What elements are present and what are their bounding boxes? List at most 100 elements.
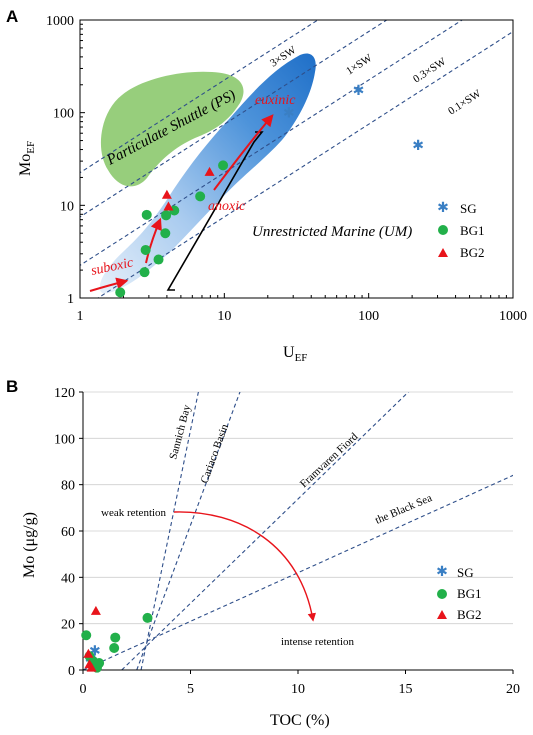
panel-b-x-tick-label: 0 [80, 682, 87, 697]
panel-a-y-tick-label: 100 [53, 107, 74, 122]
panel-b-point-bg1 [81, 630, 92, 641]
panel-b-point-bg2 [83, 648, 94, 658]
panel-a-letter: A [6, 7, 18, 26]
panel-a-x-tick-label: 10 [217, 309, 231, 324]
panel-a-point-bg1 [218, 160, 229, 171]
euxinic-arrow [213, 114, 274, 191]
legend-sg-marker: ✱ [437, 199, 449, 215]
ref-label-1sw: 1×SW [344, 52, 375, 78]
panel-a-x-tick-label: 100 [358, 309, 379, 324]
panel-a-point-bg2 [204, 166, 215, 176]
panel-a-point-bg1 [140, 244, 151, 255]
panel-b-y-tick-label: 40 [61, 571, 75, 586]
panel-b-point-bg1 [109, 642, 120, 653]
panel-b-y-tick-label: 100 [54, 432, 75, 447]
ref-label-01sw: 0.1×SW [446, 87, 484, 117]
legend-bg1-marker [438, 225, 448, 235]
ref-label-cariaco-basin: Cariaco Basin [199, 422, 232, 485]
legend-b-sg-marker: ✱ [436, 563, 448, 579]
legend-sg-label: SG [460, 201, 477, 216]
anoxic-arrow [145, 217, 162, 264]
particulate-shuttle-field [100, 71, 244, 187]
retention-arrow [173, 511, 316, 622]
panel-b-point-bg1 [94, 658, 105, 669]
legend-b-bg1-label: BG1 [457, 586, 482, 601]
panel-b-point-bg1 [110, 632, 121, 643]
legend-b-bg2-marker [437, 610, 447, 619]
panel-a-point-bg1 [153, 254, 164, 265]
panel-b-point-sg: ✱ [89, 642, 101, 658]
panel-b-y-tick-label: 0 [68, 664, 75, 679]
panel-a-reference-line [80, 20, 464, 267]
panel-b-gridlines [83, 391, 513, 625]
panel-b-y-tick-label: 120 [54, 386, 75, 401]
panel-a-point-bg1 [115, 287, 126, 298]
panel-a-reference-lines [80, 20, 513, 298]
panel-a-point-bg1 [139, 267, 150, 278]
panel-a-reference-line [80, 20, 319, 174]
panel-a-x-tick-label: 1 [77, 309, 84, 324]
panel-b-point-bg2 [86, 662, 97, 672]
panel-a-point-bg2 [161, 189, 172, 199]
legend-bg1-label: BG1 [460, 223, 485, 238]
ref-label-black-sea: the Black Sea [373, 492, 433, 527]
panel-b-reference-line [136, 392, 241, 670]
panel-b-x-tick-label: 20 [506, 682, 520, 697]
panel-a-point-bg1 [141, 209, 152, 220]
panel-b-legend: ✱ SG BG1 BG2 [436, 563, 481, 622]
panel-a-point-sg: ✱ [283, 105, 295, 121]
panel-a-legend: ✱ SG BG1 BG2 [437, 199, 484, 260]
panel-b-x-tick-label: 10 [291, 682, 305, 697]
panel-b-letter: B [6, 377, 18, 396]
panel-b-point-bg2 [90, 605, 101, 615]
panel-a-point-bg1 [195, 191, 206, 202]
panel-b-ticks: 0 20 40 60 80 100 120 0 5 10 15 20 [54, 386, 520, 697]
legend-b-bg2-label: BG2 [457, 607, 482, 622]
ref-label-03sw: 0.3×SW [411, 55, 449, 85]
legend-b-sg-label: SG [457, 565, 474, 580]
panel-a-point-sg: ✱ [353, 82, 365, 98]
panel-a-y-tick-label: 1000 [46, 14, 74, 29]
legend-b-bg1-marker [437, 589, 447, 599]
panel-b-x-axis-title: TOC (%) [270, 712, 330, 729]
panel-b-data-points: ✱✱✱ [81, 605, 153, 673]
panel-b-y-tick-label: 20 [61, 618, 75, 633]
panel-a-point-bg1 [161, 210, 172, 221]
weak-retention-label: weak retention [101, 507, 167, 519]
panel-a-y-title-main: Mo [17, 154, 34, 176]
panel-a-x-title-main: U [283, 344, 295, 361]
legend-bg2-label: BG2 [460, 245, 485, 260]
ref-label-framvaren-fiord: Framvaren Fiord [298, 430, 361, 490]
panel-b-point-bg1 [142, 612, 153, 623]
panel-a-point-bg2 [163, 201, 174, 211]
panel-a-x-tick-label: 1000 [499, 309, 527, 324]
panel-a-x-axis-title: UEF [283, 344, 307, 364]
panel-b-reference-lines [83, 392, 513, 670]
panel-a-data-points: ✱ ✱ ✱ [115, 82, 424, 298]
panel-b-y-tick-label: 80 [61, 479, 75, 494]
panel-a-reference-line [97, 30, 513, 298]
panel-a-y-tick-label: 10 [60, 199, 74, 214]
panel-b-x-tick-label: 5 [187, 682, 194, 697]
panel-a-y-axis-title: MoEF [17, 141, 37, 176]
panel-a-point-bg1 [160, 228, 171, 239]
panel-b-reference-line [121, 392, 410, 670]
panel-a-y-tick-label: 1 [67, 292, 74, 307]
panel-a-y-title-sub: EF [25, 141, 37, 154]
anoxic-label: anoxic [208, 199, 246, 214]
ref-label-sannich-bay: Sannich Bay [167, 403, 193, 461]
panel-a-point-sg: ✱ [412, 137, 424, 153]
panel-a-ticks: 1 10 100 1000 1 10 100 1000 [46, 14, 527, 324]
panel-b-y-tick-label: 60 [61, 525, 75, 540]
panel-a-x-title-sub: EF [295, 352, 308, 364]
panel-b-reference-line [83, 474, 513, 670]
panel-b-y-axis-title: Mo (μg/g) [21, 512, 38, 578]
euxinic-label: euxinic [255, 93, 296, 108]
intense-retention-label: intense retention [281, 636, 355, 648]
panel-b-x-tick-label: 15 [399, 682, 413, 697]
panel-a-plot-frame [79, 19, 514, 299]
panel-a-reference-line [80, 20, 388, 218]
suboxic-arrow [89, 277, 129, 292]
